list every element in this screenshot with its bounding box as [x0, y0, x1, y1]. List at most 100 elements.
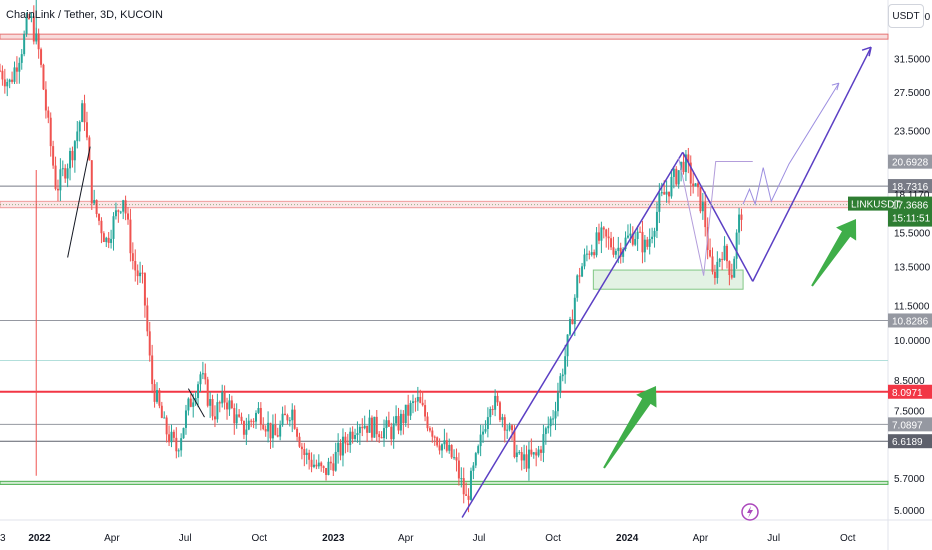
candle	[240, 412, 243, 425]
candle-body	[636, 231, 639, 239]
candle-body	[469, 470, 472, 500]
candle-body	[349, 431, 352, 446]
candle	[255, 410, 258, 429]
candle-body	[445, 440, 448, 451]
candle-body	[201, 373, 204, 375]
candle	[105, 236, 108, 248]
event-icon[interactable]	[741, 503, 759, 521]
candle	[172, 429, 175, 443]
candle-body	[117, 210, 120, 212]
candle-body	[110, 238, 113, 243]
candle-body	[573, 297, 576, 325]
time-tick-label: Jul	[473, 533, 486, 544]
candle	[1, 65, 4, 86]
candle-body	[95, 199, 98, 214]
time-tick-label: 2024	[616, 533, 639, 544]
candle	[554, 401, 557, 431]
candle-body	[90, 160, 93, 204]
candle-body	[704, 202, 707, 228]
candle	[339, 439, 342, 461]
candle	[402, 410, 405, 435]
price-tick-label: 15.5000	[894, 229, 931, 240]
candle-body	[27, 17, 30, 19]
candle-body	[226, 402, 229, 410]
candle	[11, 71, 14, 84]
candle-body	[387, 420, 390, 427]
candle	[508, 422, 511, 432]
level-band-8	[0, 480, 889, 485]
candle	[547, 416, 550, 434]
candle-body	[576, 275, 579, 298]
candle-body	[230, 400, 233, 409]
candle	[184, 404, 187, 435]
candle	[129, 208, 132, 262]
candle	[136, 264, 139, 285]
candle-body	[709, 249, 712, 257]
candle-body	[322, 466, 325, 468]
candle	[6, 78, 9, 97]
candle-body	[477, 446, 480, 454]
candle-body	[269, 422, 272, 439]
candle-body	[240, 416, 243, 421]
candle	[530, 438, 533, 457]
candle	[0, 63, 1, 73]
candle	[438, 438, 441, 455]
candle	[56, 179, 59, 202]
candle	[114, 202, 117, 220]
candle	[25, 12, 28, 37]
candle-body	[530, 449, 533, 455]
candle	[49, 112, 52, 157]
candle-body	[228, 400, 231, 410]
candle	[216, 393, 219, 423]
candle-body	[206, 379, 209, 406]
candle-body	[119, 211, 122, 213]
candle-body	[523, 454, 526, 461]
candle	[421, 390, 424, 407]
candle-body	[56, 188, 59, 191]
candle	[397, 407, 400, 435]
candle	[303, 442, 306, 467]
candle-body	[506, 429, 509, 431]
level-band-0	[0, 33, 889, 40]
trend-line-0	[461, 151, 684, 518]
candle	[395, 405, 398, 427]
candle	[344, 432, 347, 454]
time-tick-label: 2023	[322, 533, 345, 544]
candle-body	[665, 191, 668, 195]
price-tag: 20.6928	[892, 158, 929, 169]
candle	[457, 452, 460, 486]
candle	[252, 418, 255, 429]
candle	[643, 235, 646, 263]
candle	[424, 399, 427, 422]
candle	[310, 452, 313, 473]
candle-body	[383, 428, 386, 439]
candle	[412, 394, 415, 414]
candle-body	[187, 398, 190, 411]
candle	[675, 166, 678, 187]
drawing-lines	[678, 157, 753, 276]
candle	[221, 384, 224, 408]
candle	[52, 140, 55, 169]
candle	[390, 422, 393, 446]
candle-body	[317, 462, 320, 467]
candle-body	[699, 187, 702, 212]
candle	[511, 424, 514, 441]
currency-button[interactable]: USDT	[888, 4, 924, 28]
candle	[187, 397, 190, 416]
price-tag: 6.6189	[892, 437, 923, 448]
candle-body	[634, 238, 637, 245]
candle-body	[98, 213, 101, 221]
candle	[341, 428, 344, 467]
last-price-tag-bg	[888, 196, 932, 227]
candle-body	[11, 79, 14, 82]
candle	[59, 158, 62, 202]
candle-body	[134, 260, 137, 271]
candle	[428, 426, 431, 433]
candle	[20, 49, 23, 70]
candle	[370, 415, 373, 442]
candle-body	[107, 237, 110, 243]
candle	[677, 170, 680, 189]
candle-body	[192, 402, 195, 407]
candle-body	[443, 440, 446, 445]
